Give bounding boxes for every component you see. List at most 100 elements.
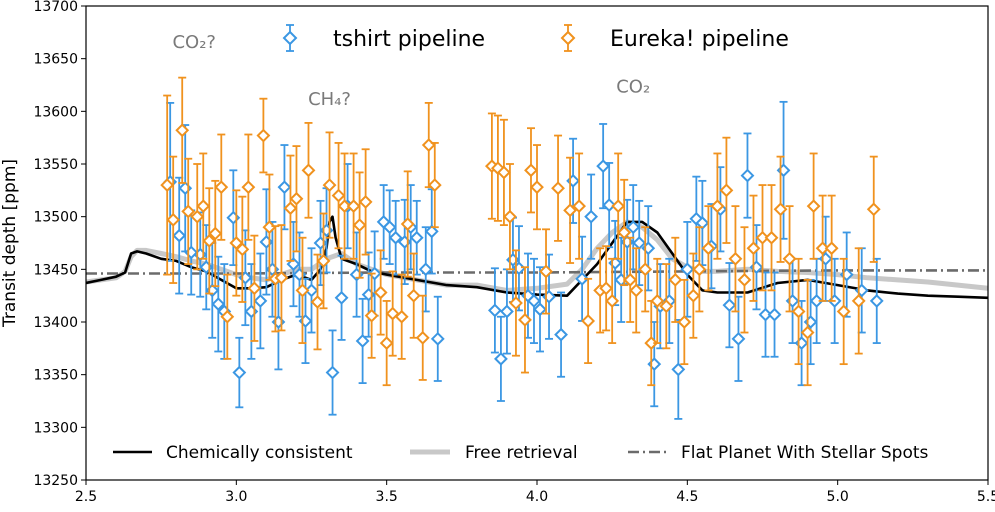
data-point [677, 315, 692, 329]
data-point [310, 295, 325, 309]
data-point [364, 308, 379, 323]
data-point [554, 327, 568, 342]
data-point [719, 183, 734, 198]
data-point [346, 199, 361, 214]
y-tick-label: 13350 [33, 368, 78, 384]
y-tick-label: 13500 [33, 210, 78, 226]
data-point [337, 199, 352, 214]
x-tick-label: 3.0 [225, 489, 247, 505]
data-point [530, 180, 544, 195]
data-point [358, 195, 373, 209]
data-point [773, 202, 788, 217]
data-point [256, 128, 271, 143]
data-point [584, 209, 599, 224]
y-tick-label: 13300 [33, 420, 78, 436]
data-point [316, 253, 331, 268]
data-point [800, 325, 815, 340]
data-point [758, 307, 773, 322]
data-point [424, 224, 439, 239]
data-point [659, 299, 674, 314]
data-point [572, 199, 587, 214]
data-point [304, 283, 319, 298]
data-point [539, 264, 553, 279]
data-point [782, 251, 797, 266]
data-point [509, 296, 523, 310]
data-point [767, 307, 782, 322]
y-axis-title: Transit depth [ppm] [0, 159, 20, 328]
x-tick-label: 4.5 [676, 489, 698, 505]
y-tick-label: 13450 [33, 262, 78, 278]
data-point [629, 283, 644, 298]
data-point [701, 241, 716, 256]
x-tick-label: 5.5 [977, 489, 995, 505]
annotation-label: CO₂ [616, 76, 650, 97]
data-point [415, 330, 430, 345]
data-point [274, 270, 289, 285]
data-point [295, 283, 310, 298]
legend-marker [560, 30, 576, 46]
annotation-label: CH₄? [308, 89, 351, 110]
axis-layer: 2.5 3.0 3.5 4.0 4.5 5.0 5.5 13250 13300 13350 1340… [33, 0, 995, 505]
data-point [866, 202, 881, 217]
data-point [623, 272, 638, 287]
data-point [352, 218, 367, 233]
x-tick-label: 2.5 [75, 489, 97, 505]
data-point [710, 199, 725, 214]
data-point [668, 272, 683, 287]
data-point [869, 294, 884, 308]
data-point [487, 303, 502, 318]
data-point [671, 362, 686, 377]
data-point [824, 241, 839, 256]
legend-marker [282, 30, 298, 46]
legend-label: Eureka! pipeline [610, 27, 789, 52]
data-point [241, 180, 256, 195]
data-point [430, 331, 445, 346]
data-point [692, 262, 707, 277]
data-point [605, 294, 620, 308]
data-point [764, 230, 779, 245]
data-point [617, 225, 632, 240]
x-tick-label: 4.0 [526, 489, 548, 505]
legend-label: Free retrieval [465, 443, 578, 463]
data-point [211, 297, 226, 312]
annotation-layer: CO₂? CH₄? CO₂ [172, 32, 650, 110]
data-point [166, 212, 181, 227]
data-point [301, 163, 316, 178]
data-point [551, 181, 565, 196]
data-point [851, 294, 866, 308]
data-point [602, 198, 617, 212]
data-point [695, 216, 710, 230]
data-point [418, 262, 433, 277]
data-point [202, 233, 217, 248]
data-point [325, 365, 340, 380]
data-point [235, 242, 250, 257]
data-point [791, 304, 806, 319]
data-point [599, 281, 614, 296]
legend-bottom: Chemically consistent Free retrieval Flat … [113, 443, 929, 463]
data-point [497, 165, 511, 180]
data-point [728, 251, 743, 266]
x-tick-label: 3.5 [376, 489, 398, 505]
data-point [746, 241, 761, 256]
data-point [644, 336, 659, 350]
data-point [722, 298, 737, 313]
data-point [740, 168, 755, 183]
legend-label: Chemically consistent [166, 443, 353, 463]
y-tick-label: 13250 [33, 473, 78, 489]
y-tick-label: 13550 [33, 157, 78, 173]
data-point [382, 220, 397, 235]
y-tick-label: 13650 [33, 52, 78, 68]
y-tick-label: 13400 [33, 315, 78, 331]
data-point [322, 178, 337, 192]
data-point [253, 294, 268, 308]
data-point [289, 191, 304, 206]
data-point [626, 220, 641, 235]
x-tick-label: 5.0 [827, 489, 849, 505]
data-point [581, 314, 596, 328]
data-point [196, 199, 211, 214]
data-point [394, 309, 409, 324]
data-point [406, 288, 421, 303]
data-point [737, 272, 752, 287]
